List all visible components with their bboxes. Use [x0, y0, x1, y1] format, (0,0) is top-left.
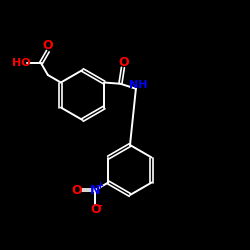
- Text: N: N: [90, 184, 101, 196]
- Text: HO: HO: [12, 58, 30, 68]
- Text: O: O: [42, 39, 53, 52]
- Text: O: O: [72, 184, 83, 196]
- Text: O: O: [119, 56, 130, 68]
- Text: O: O: [90, 203, 101, 216]
- Text: +: +: [96, 182, 103, 190]
- Text: NH: NH: [129, 80, 148, 90]
- Text: −: −: [95, 201, 104, 211]
